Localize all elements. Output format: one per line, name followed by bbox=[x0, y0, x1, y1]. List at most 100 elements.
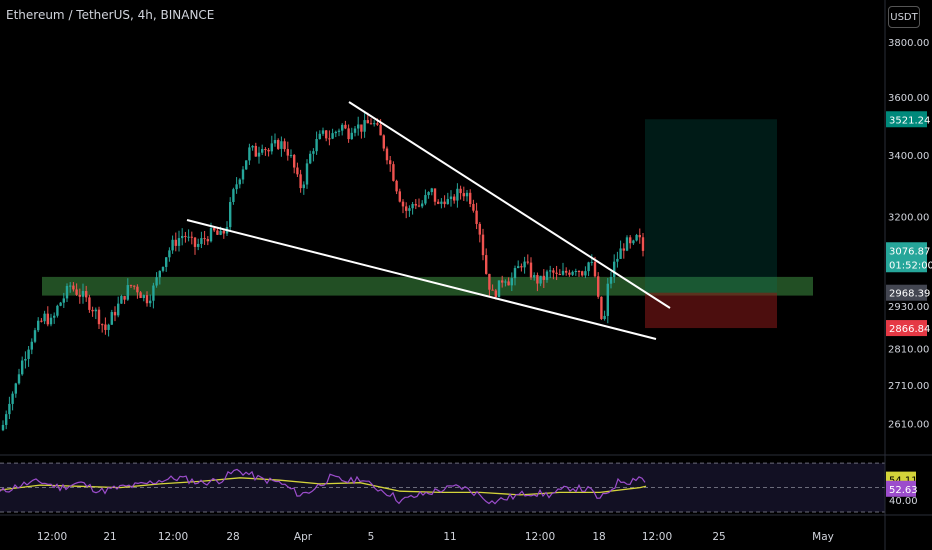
candle-body bbox=[568, 272, 571, 275]
candle-body bbox=[632, 240, 635, 244]
candle-body bbox=[302, 184, 305, 189]
candle-body bbox=[469, 192, 472, 204]
upper-trendline bbox=[348, 101, 671, 309]
candle-body bbox=[174, 239, 177, 246]
candle-body bbox=[558, 273, 561, 275]
candle-body bbox=[510, 278, 513, 286]
price-label-target: 3521.24 bbox=[886, 111, 930, 128]
candle-body bbox=[533, 275, 536, 278]
zones bbox=[42, 119, 813, 329]
candle-body bbox=[216, 230, 219, 235]
candle-body bbox=[129, 285, 133, 287]
candle-body bbox=[113, 312, 117, 316]
candle-body bbox=[206, 239, 209, 242]
rsi-ma-line bbox=[0, 477, 647, 496]
price-label-box bbox=[886, 256, 927, 273]
candle-body bbox=[357, 124, 360, 129]
candle-body bbox=[94, 309, 97, 312]
time-tick-label: 28 bbox=[226, 531, 239, 543]
candle-body bbox=[238, 179, 241, 185]
candle-body bbox=[392, 164, 395, 181]
candle-body bbox=[165, 257, 168, 267]
time-tick-label: 21 bbox=[103, 531, 116, 543]
candle-body bbox=[43, 313, 46, 322]
candle-body bbox=[574, 271, 577, 273]
support-zone bbox=[42, 276, 813, 296]
candle-body bbox=[622, 248, 625, 251]
candle-body bbox=[270, 143, 273, 152]
currency-button[interactable]: USDT bbox=[888, 6, 920, 28]
candle-body bbox=[424, 195, 427, 204]
candle-body bbox=[123, 296, 126, 300]
price-label-box bbox=[886, 242, 927, 259]
stop-zone bbox=[645, 292, 777, 329]
candle-body bbox=[405, 206, 408, 211]
candle-body bbox=[606, 283, 609, 316]
candle-body bbox=[475, 210, 478, 224]
time-tick-label: 12:00 bbox=[525, 531, 555, 543]
candle-body bbox=[389, 160, 392, 165]
candle-body bbox=[395, 180, 398, 192]
candle-body bbox=[277, 140, 280, 149]
price-tick-label: 3400.00 bbox=[888, 151, 929, 162]
candle-body bbox=[449, 196, 453, 200]
candle-body bbox=[638, 235, 641, 238]
rsi-pane bbox=[0, 454, 932, 516]
candle-body bbox=[325, 130, 328, 139]
candle-body bbox=[513, 268, 517, 279]
candle-body bbox=[360, 124, 363, 132]
candle-body bbox=[261, 149, 264, 153]
candle-body bbox=[613, 261, 616, 277]
lower-trendline bbox=[186, 219, 657, 340]
candle-body bbox=[101, 324, 104, 326]
candle-body bbox=[577, 271, 581, 273]
candle-body bbox=[145, 295, 149, 304]
candle-body bbox=[33, 330, 37, 342]
candle-body bbox=[289, 155, 293, 157]
candle-body bbox=[81, 291, 85, 297]
candle-body bbox=[267, 149, 270, 152]
candle-body bbox=[30, 341, 33, 350]
candle-body bbox=[414, 204, 417, 206]
candle-body bbox=[49, 317, 53, 325]
price-label-countdown: 01:52:00 bbox=[886, 256, 932, 273]
time-tick-label: 12:00 bbox=[37, 531, 67, 543]
candle-body bbox=[245, 160, 248, 170]
candle-body bbox=[488, 273, 491, 290]
candle-body bbox=[184, 235, 187, 237]
candle-body bbox=[421, 203, 424, 207]
candle-body bbox=[85, 291, 88, 298]
candle-body bbox=[177, 238, 181, 246]
candle-body bbox=[520, 266, 523, 268]
candle-body bbox=[209, 228, 213, 242]
candle-body bbox=[635, 235, 638, 241]
candle-body bbox=[341, 124, 344, 131]
candle-body bbox=[72, 285, 75, 290]
candle-body bbox=[529, 262, 533, 278]
candle-body bbox=[507, 281, 510, 286]
candle-body bbox=[590, 261, 593, 263]
candle-body bbox=[161, 266, 165, 271]
candle-body bbox=[193, 237, 197, 247]
candle-body bbox=[200, 238, 203, 244]
candle-body bbox=[59, 302, 62, 306]
rsi-line bbox=[0, 468, 646, 505]
candle-body bbox=[296, 167, 299, 175]
candle-body bbox=[40, 320, 43, 322]
candle-body bbox=[581, 271, 584, 276]
candle-body bbox=[545, 271, 549, 280]
candle-body bbox=[229, 201, 232, 228]
candle-body bbox=[494, 290, 497, 298]
rsi-label-text: 52.63 bbox=[889, 485, 918, 496]
candle-body bbox=[149, 300, 152, 304]
candle-body bbox=[78, 294, 81, 297]
candle-body bbox=[497, 280, 501, 298]
candle-body bbox=[8, 403, 11, 415]
candle-body bbox=[337, 130, 341, 132]
candle-body bbox=[293, 155, 296, 168]
candle-body bbox=[142, 295, 145, 299]
candle-body bbox=[619, 248, 622, 259]
candle-body bbox=[17, 374, 21, 384]
candle-body bbox=[485, 255, 488, 274]
